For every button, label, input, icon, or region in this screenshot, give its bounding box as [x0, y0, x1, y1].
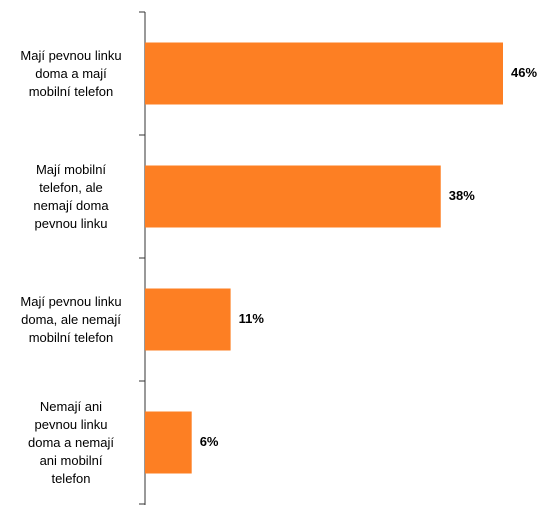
bar [145, 165, 441, 228]
category-label: Mají mobilní telefon, ale nemají doma pe… [33, 161, 109, 231]
value-label: 46% [511, 65, 537, 80]
category-label: Mají pevnou linku doma, ale nemají mobil… [20, 293, 122, 345]
value-label: 11% [239, 311, 265, 326]
bar [145, 288, 231, 351]
category-label: Nemají ani pevnou linku doma a nemají an… [28, 398, 114, 486]
value-label: 6% [200, 434, 219, 449]
bar [145, 42, 503, 105]
value-label: 38% [449, 188, 475, 203]
category-label: Mají pevnou linku doma a mají mobilní te… [20, 47, 122, 99]
bar [145, 411, 192, 474]
